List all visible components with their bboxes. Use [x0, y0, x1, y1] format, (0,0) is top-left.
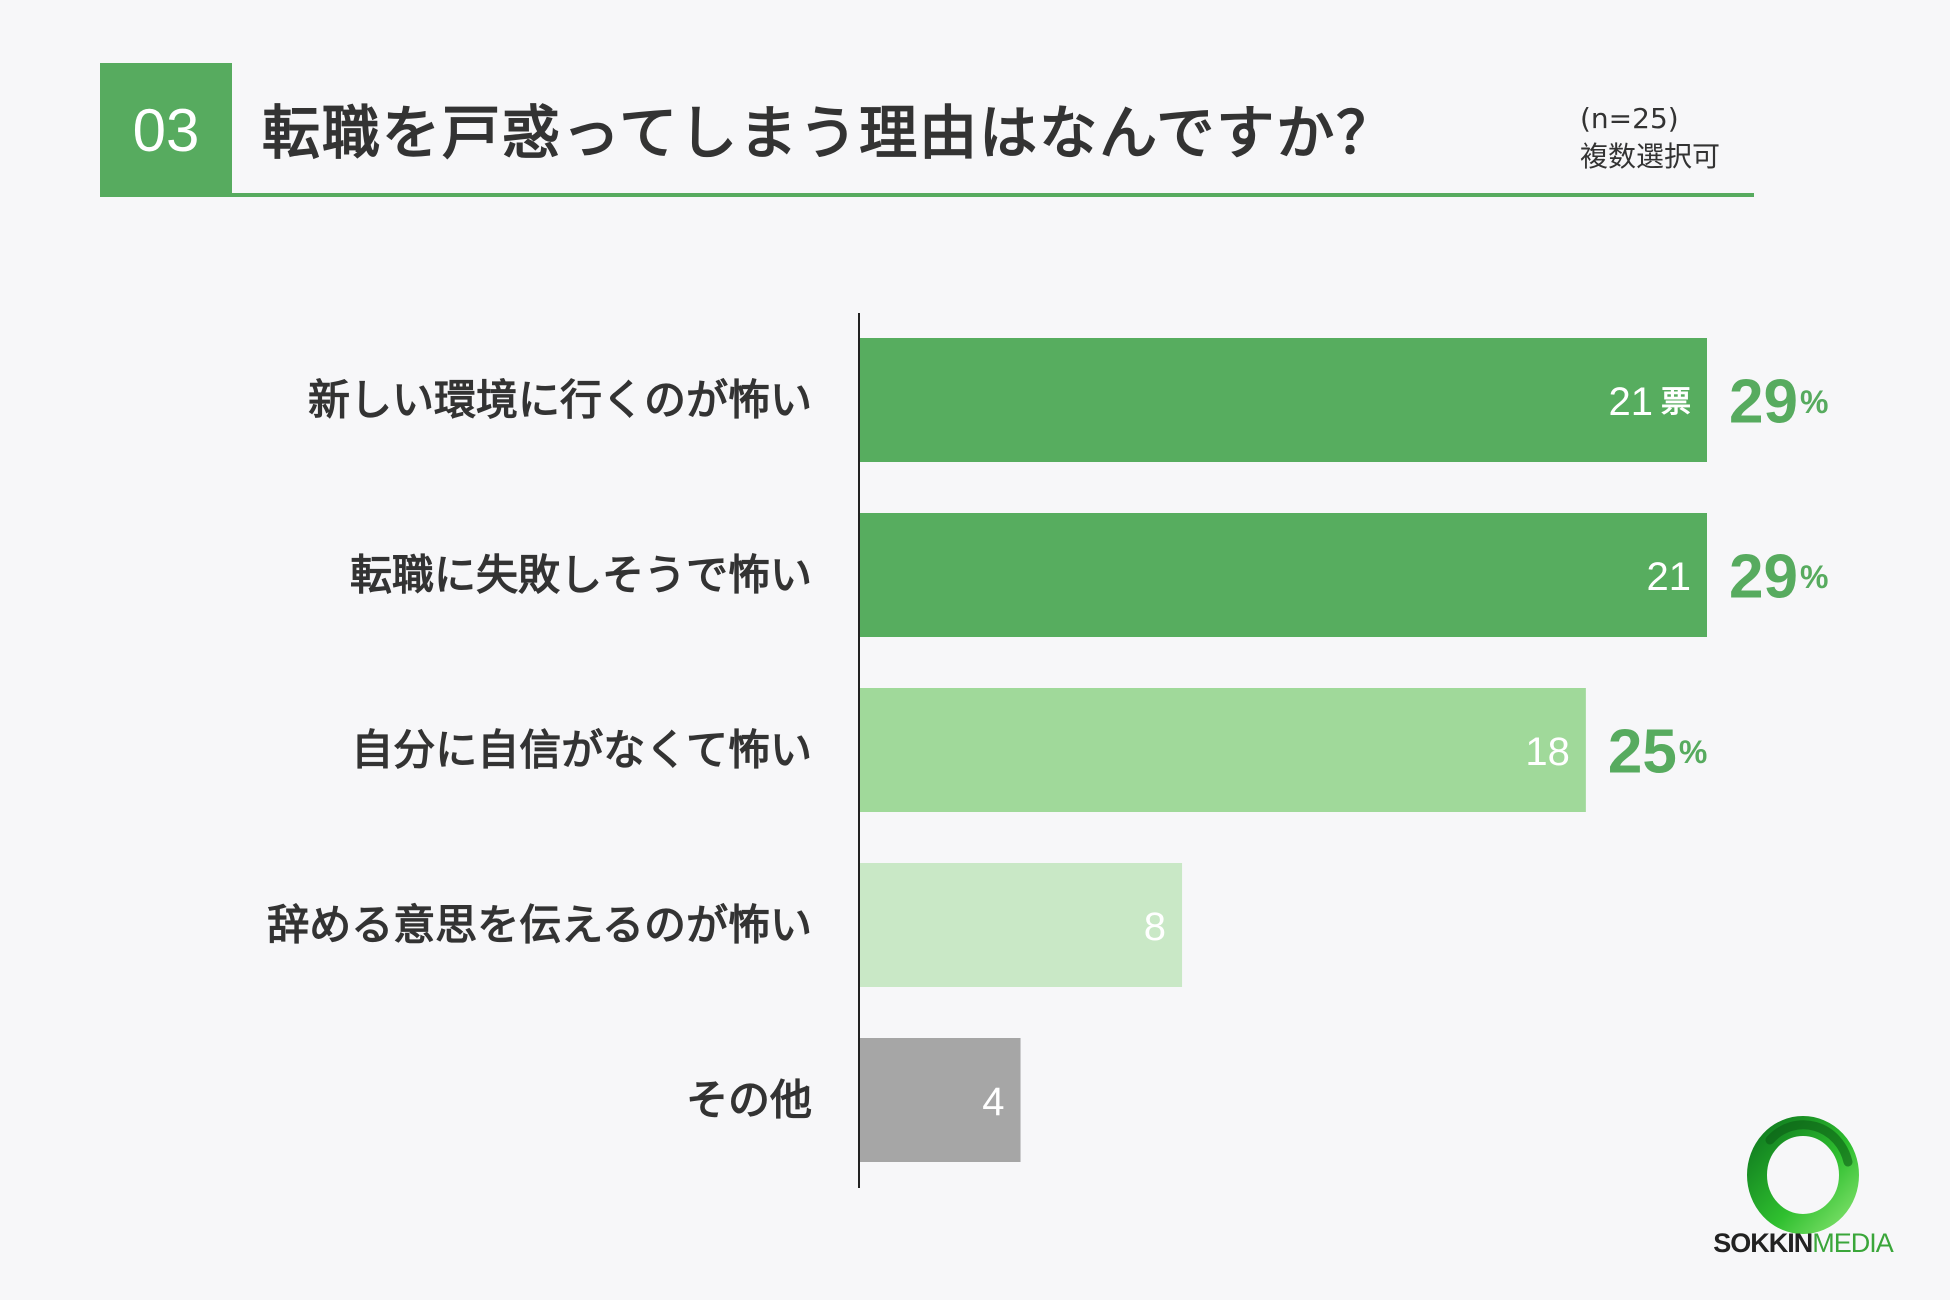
value-label-5: 4 [982, 1080, 1004, 1124]
value-label-3: 18 [1525, 730, 1570, 774]
brand-wordmark: SOKKINMEDIA [1698, 1228, 1908, 1259]
percent-label-3: 25% [1608, 718, 1707, 787]
category-label-1: 新しい環境に行くのが怖い [308, 376, 812, 425]
bar-1 [859, 338, 1707, 462]
brand-wordmark-a: SOKKIN [1713, 1228, 1813, 1258]
sokkin-logo-icon [1747, 1116, 1859, 1234]
question-number: 03 [100, 63, 232, 197]
category-label-3: 自分に自信がなくて怖い [351, 726, 812, 775]
header-divider [100, 193, 1754, 197]
percent-label-2: 29% [1729, 543, 1828, 612]
bar-4 [859, 863, 1183, 987]
value-label-4: 8 [1144, 905, 1166, 949]
page-title: 転職を戸惑ってしまう理由はなんですか？ [262, 99, 1397, 167]
category-label-2: 転職に失敗しそうで怖い [350, 551, 812, 600]
bar-5 [859, 1038, 1021, 1162]
value-label-1: 21 票 [1609, 380, 1692, 424]
sample-size: (n=25) [1580, 102, 1679, 135]
percent-label-1: 29% [1729, 368, 1828, 437]
bar-3 [859, 688, 1586, 812]
brand-wordmark-b: MEDIA [1812, 1228, 1894, 1258]
category-label-4: 辞める意思を伝えるのが怖い [267, 901, 812, 950]
category-label-5: その他 [686, 1076, 812, 1125]
sample-note: (n=25) 複数選択可 [1580, 100, 1720, 176]
value-label-2: 21 [1647, 555, 1692, 599]
multi-select-note: 複数選択可 [1580, 140, 1721, 173]
bar-2 [859, 513, 1707, 637]
